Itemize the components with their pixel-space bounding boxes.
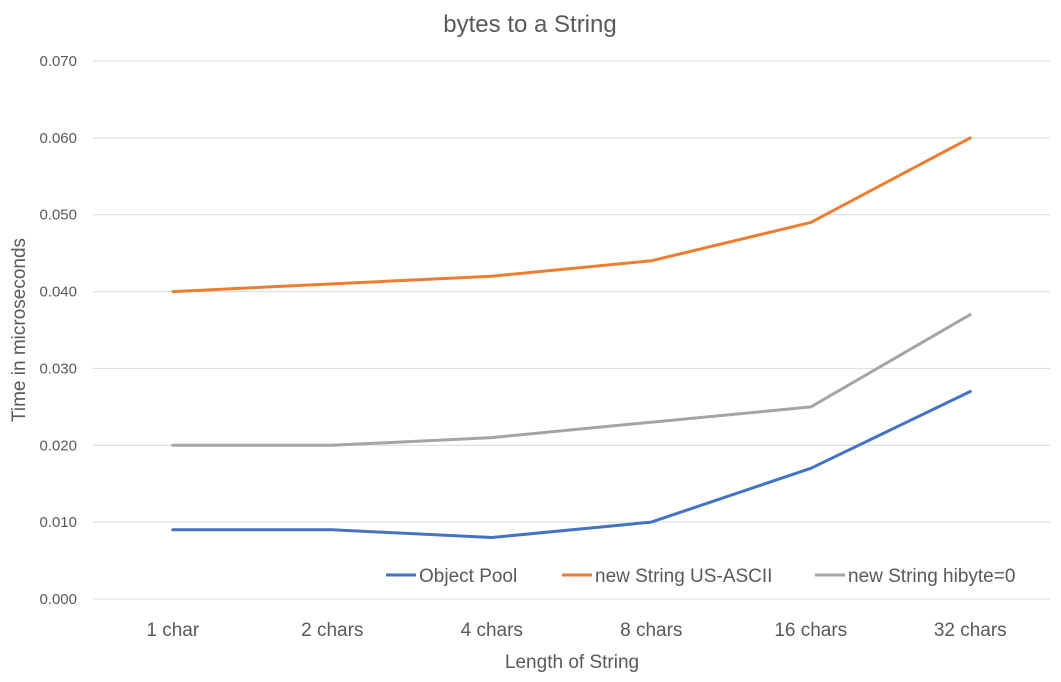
y-tick-label: 0.040 [39,284,77,301]
legend: Object Pool new String US-ASCII new String… [386,566,1015,587]
x-tick-label: 32 chars [934,620,1007,641]
series-lines [171,136,972,539]
x-tick-label: 1 char [146,620,199,641]
series-line-1 [171,390,972,539]
chart-title: bytes to a String [443,11,616,38]
legend-label: new String US-ASCII [595,566,772,587]
legend-label: new String hibyte=0 [848,566,1015,587]
y-tick-label: 0.050 [39,207,77,224]
series-line-2 [171,136,972,294]
y-tick-label: 0.000 [39,591,77,608]
x-axis-title: Length of String [505,652,639,673]
y-tick-label: 0.010 [39,514,77,531]
x-tick-label: 2 chars [301,620,363,641]
x-tick-label: 16 chars [774,620,847,641]
y-axis-tick-labels: 0.000 0.010 0.020 0.030 0.040 0.050 0.060 0.070 [39,53,77,608]
y-tick-label: 0.030 [39,360,77,377]
y-tick-label: 0.060 [39,130,77,147]
y-tick-label: 0.070 [39,53,77,70]
legend-label: Object Pool [419,566,517,587]
y-tick-label: 0.020 [39,437,77,454]
y-axis-title: Time in microseconds [9,238,30,422]
x-tick-label: 8 chars [620,620,682,641]
series-line-3 [171,313,972,447]
x-axis-tick-labels: 1 char 2 chars 4 chars 8 chars 16 chars 32 ch… [146,620,1006,641]
gridlines [93,60,1050,600]
x-tick-label: 4 chars [461,620,523,641]
